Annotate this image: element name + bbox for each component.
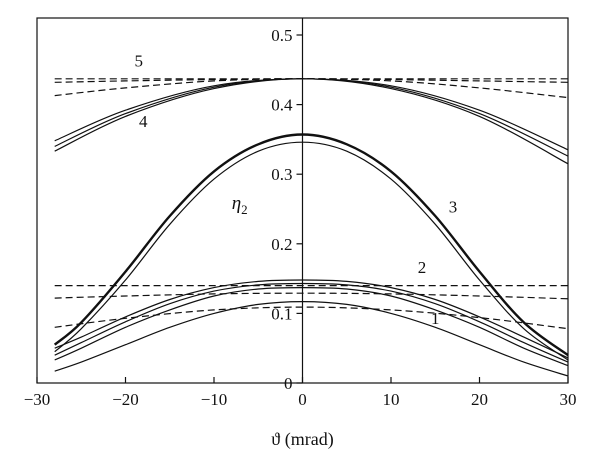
curve-label-1: 1 [431, 309, 440, 328]
x-tick-label: 10 [383, 390, 400, 409]
eta-annotation: η2 [232, 193, 248, 217]
x-axis-ticks: −30 −20 −10 0 10 20 30 [24, 377, 577, 409]
y-tick-label: 0.3 [271, 165, 292, 184]
curve-1-solid [54, 300, 569, 377]
x-tick-label: −20 [112, 390, 139, 409]
curve-4-solid [54, 78, 569, 157]
x-axis-title: ϑ (mrad) [271, 429, 333, 450]
x-tick-label: 30 [560, 390, 577, 409]
curve-label-5: 5 [135, 51, 144, 70]
y-tick-label: 0 [284, 374, 293, 393]
curve-1-dashed [54, 306, 569, 330]
x-tick-label: 0 [298, 390, 307, 409]
y-tick-label: 0.4 [271, 96, 293, 115]
y-axis-ticks: 0 0.1 0.2 0.3 0.4 0.5 [271, 26, 303, 393]
y-tick-label: 0.5 [271, 26, 292, 45]
curve-label-2: 2 [418, 258, 427, 277]
x-tick-label: −10 [201, 390, 228, 409]
curve-label-4: 4 [139, 112, 148, 131]
y-tick-label: 0.1 [271, 304, 292, 323]
y-tick-label: 0.2 [271, 235, 292, 254]
curve-5-dashed [54, 78, 569, 99]
curve-4-solid [54, 78, 569, 165]
eta-subscript: 2 [241, 202, 248, 217]
eta-symbol: η [232, 193, 241, 214]
plot-curves [53, 78, 569, 377]
x-tick-label: −30 [24, 390, 51, 409]
curve-label-3: 3 [449, 197, 458, 216]
x-tick-label: 20 [471, 390, 488, 409]
curve-labels: 1 2 3 4 5 [135, 51, 458, 328]
